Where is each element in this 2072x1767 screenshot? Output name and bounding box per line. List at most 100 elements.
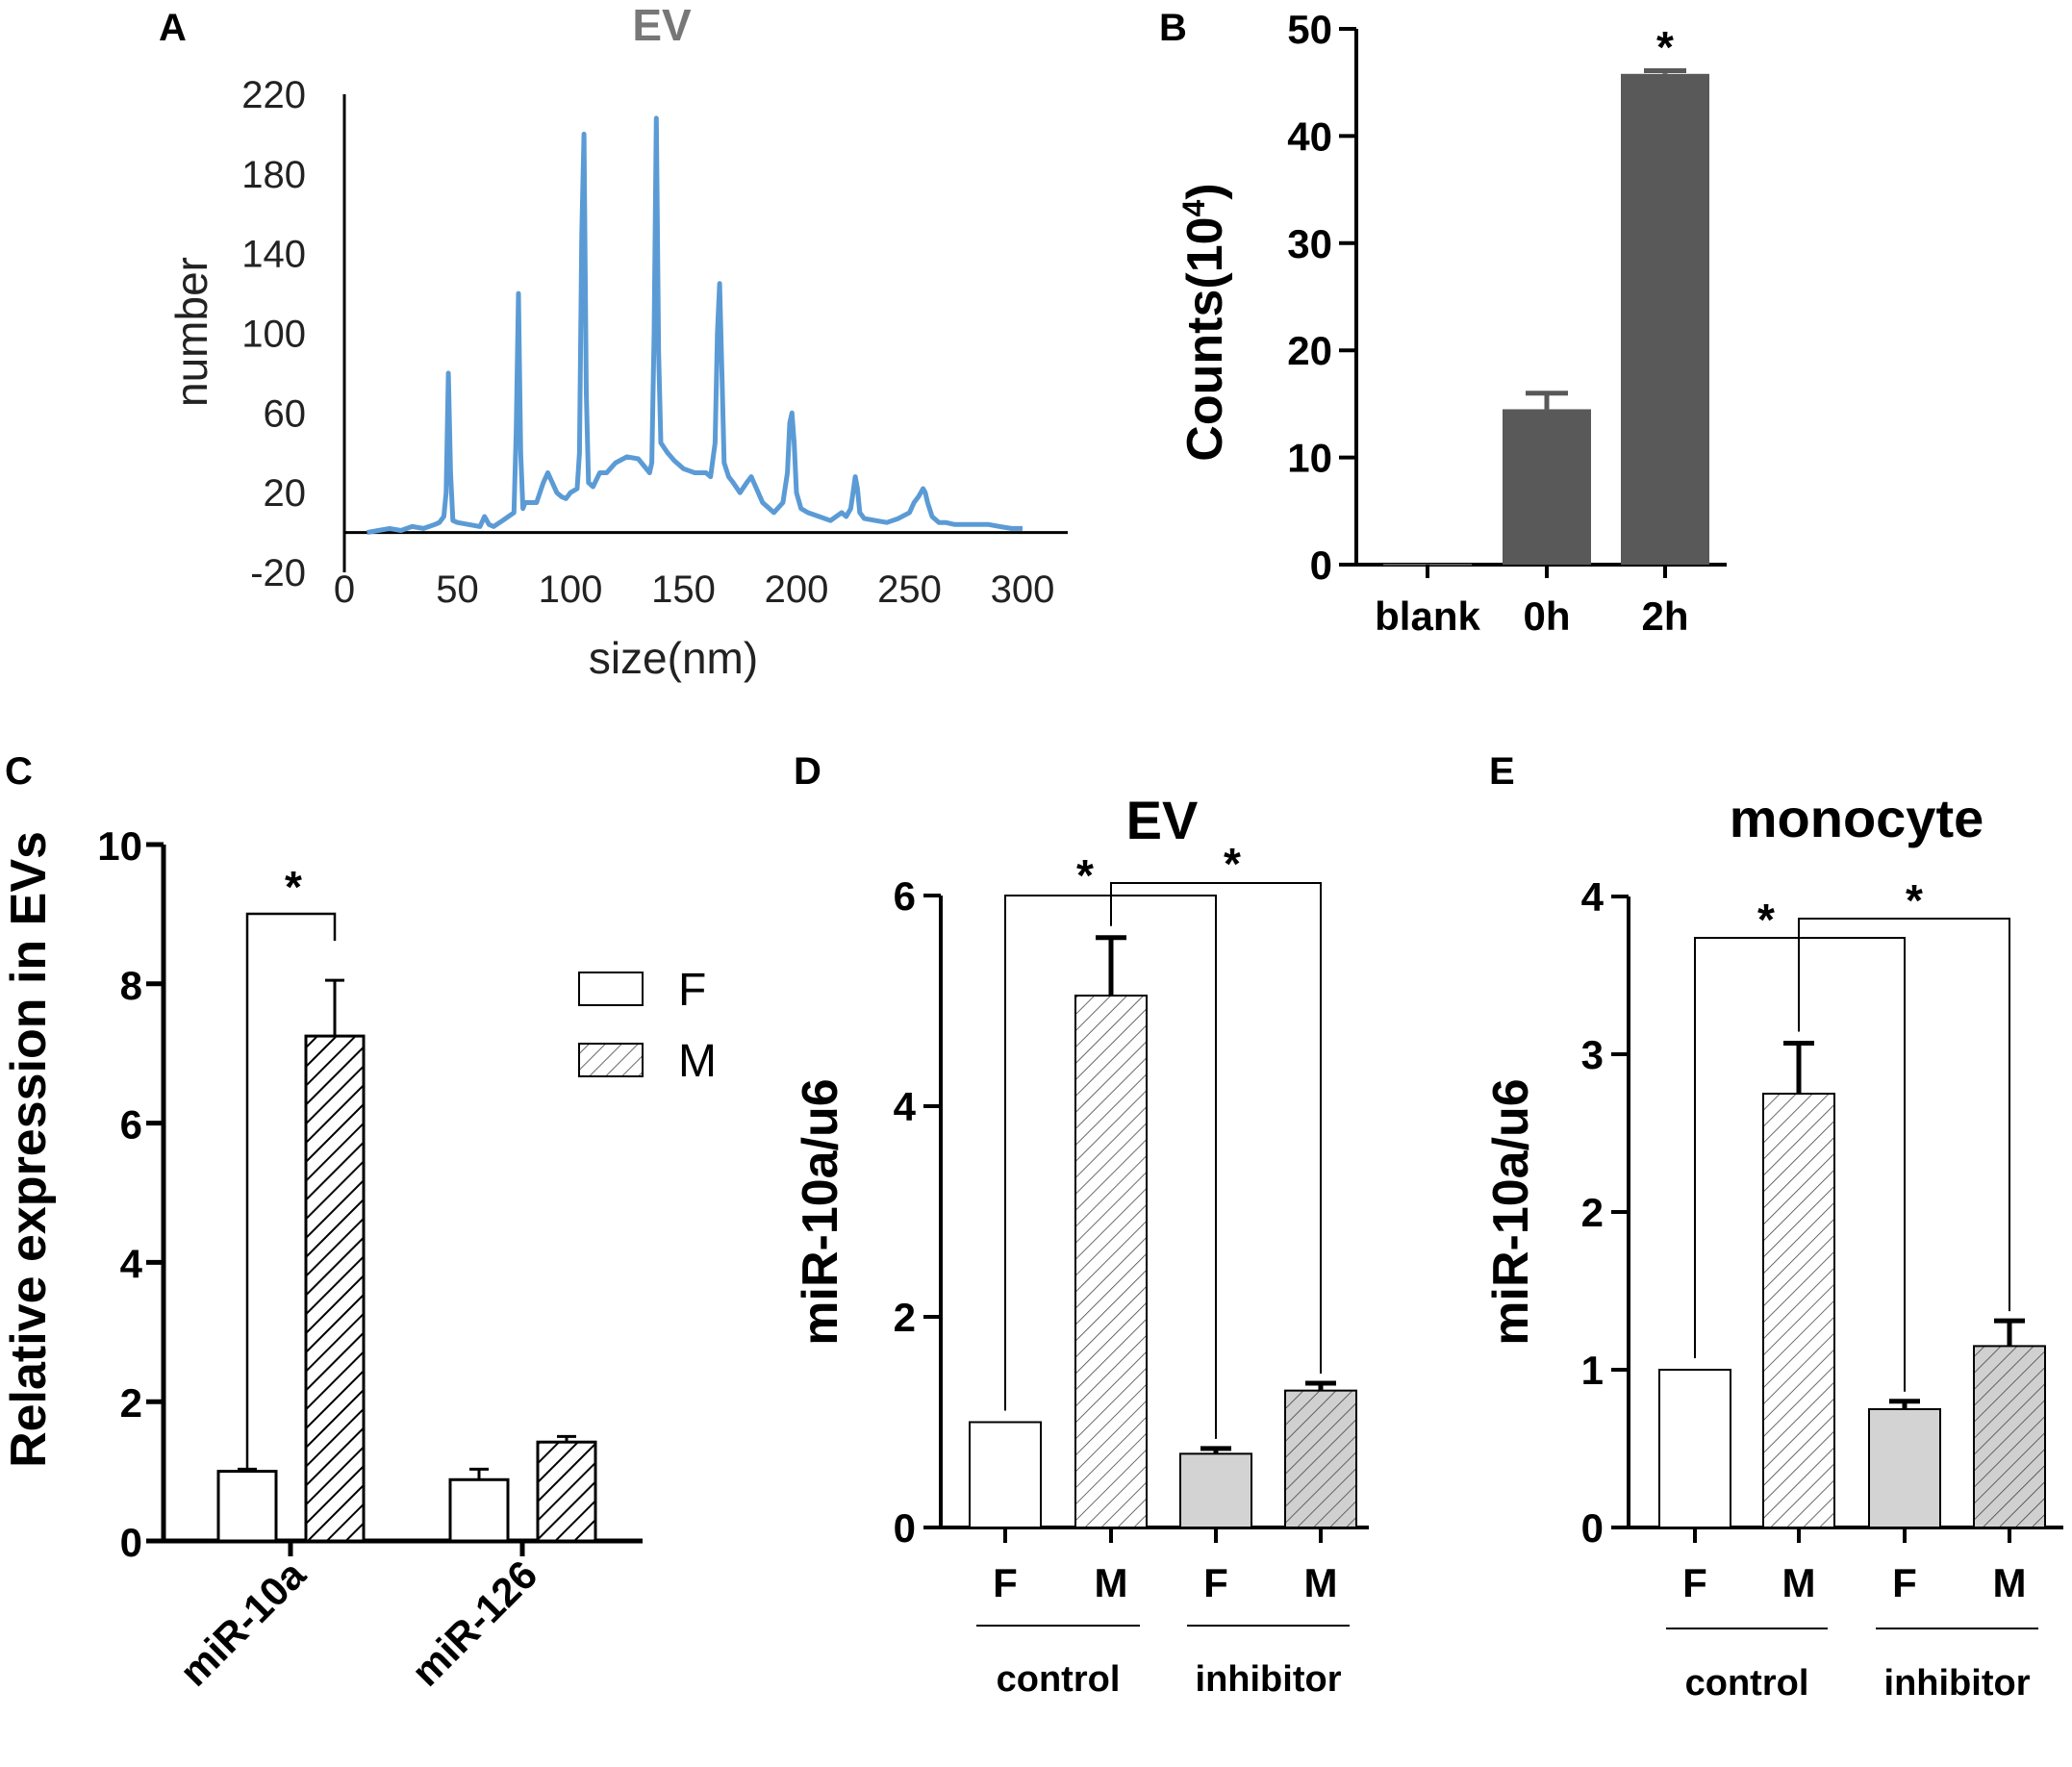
chart-d-x-tick-label: M bbox=[1095, 1560, 1128, 1605]
chart-b-x-tick-label: 0h bbox=[1523, 593, 1570, 639]
chart-e-x-tick-label: M bbox=[1993, 1560, 2027, 1605]
chart-c-bar-m bbox=[536, 1440, 597, 1543]
chart-a-y-tick-label: 220 bbox=[241, 74, 306, 116]
chart-d-significance-star-1: * bbox=[1076, 850, 1094, 900]
chart-d-y-tick-label: 4 bbox=[894, 1084, 917, 1129]
chart-a-title: EV bbox=[632, 0, 692, 50]
chart-b-y-tick-label: 40 bbox=[1287, 114, 1332, 159]
chart-a-series-line bbox=[366, 115, 1023, 536]
chart-a-y-tick-label: 20 bbox=[264, 472, 307, 515]
chart-e-significance-star-1: * bbox=[1757, 895, 1775, 945]
chart-a-x-tick-label: 0 bbox=[334, 568, 355, 611]
chart-e-title: monocyte bbox=[1730, 788, 1984, 848]
chart-b-y-tick-label: 50 bbox=[1287, 7, 1332, 52]
chart-e-x-tick-label: F bbox=[1682, 1560, 1707, 1605]
chart-b-x-tick-label: 2h bbox=[1641, 593, 1688, 639]
chart-d-group-label: inhibitor bbox=[1196, 1659, 1342, 1700]
chart-e-y-tick-label: 3 bbox=[1581, 1032, 1604, 1077]
chart-e-y-axis-title: miR-10a/u6 bbox=[1483, 1078, 1539, 1345]
chart-e-y-tick-label: 1 bbox=[1581, 1348, 1604, 1393]
panel-c-bar-chart: 0 2 4 6 8 10 miR-10a miR-126 * FM Relative express… bbox=[1, 823, 717, 1695]
chart-e-y-tick-label: 0 bbox=[1581, 1505, 1604, 1551]
chart-b-y-tick-label: 20 bbox=[1287, 328, 1332, 373]
chart-c-significance-star: * bbox=[285, 862, 302, 912]
chart-d-x-tick-label: F bbox=[1203, 1560, 1228, 1605]
chart-d-x-tick-label: F bbox=[993, 1560, 1018, 1605]
chart-c-legend-swatch-m bbox=[578, 1043, 644, 1077]
chart-d-significance-bracket-2 bbox=[1110, 882, 1322, 1374]
chart-c-y-tick-label: 2 bbox=[120, 1380, 142, 1426]
chart-b-significance-star: * bbox=[1656, 22, 1674, 72]
chart-a-y-tick-label: 60 bbox=[264, 392, 307, 435]
chart-d-bar bbox=[1284, 1389, 1357, 1529]
chart-b-y-axis-title: Counts(104) bbox=[1176, 183, 1233, 461]
chart-e-significance-bracket-2 bbox=[1798, 918, 2010, 1312]
chart-d-y-tick-label: 6 bbox=[894, 873, 916, 919]
chart-d-bar bbox=[1074, 995, 1148, 1528]
chart-c-y-axis-title: Relative expression in EVs bbox=[1, 831, 57, 1468]
chart-e-group-label: inhibitor bbox=[1884, 1663, 2031, 1704]
chart-c-bar-f bbox=[216, 1470, 278, 1543]
chart-b-bar bbox=[1383, 563, 1472, 566]
chart-e-x-tick-label: F bbox=[1892, 1560, 1917, 1605]
panel-b-bar-chart: 0 10 20 30 40 50 blank 0h 2h * Counts(104) bbox=[1176, 7, 1727, 639]
chart-c-bar-m bbox=[304, 1034, 366, 1543]
chart-a-x-tick-label: 150 bbox=[651, 568, 716, 611]
chart-e-bar bbox=[1762, 1093, 1835, 1528]
chart-e-bar bbox=[1973, 1345, 2046, 1529]
panel-a-line-chart: EV 220 180 140 100 60 20 -20 0 50 100 150 200 250 300 s… bbox=[166, 0, 1068, 683]
chart-b-x-tick-label: blank bbox=[1375, 593, 1480, 639]
chart-d-title: EV bbox=[1126, 790, 1199, 850]
chart-d-significance-star-2: * bbox=[1224, 839, 1241, 889]
chart-b-bar bbox=[1503, 409, 1591, 565]
chart-d-y-axis-title: miR-10a/u6 bbox=[793, 1078, 848, 1345]
panel-label-e: E bbox=[1489, 750, 1515, 793]
chart-b-y-axis-title-superscript: 4 bbox=[1176, 199, 1211, 216]
chart-a-y-tick-label: 100 bbox=[241, 314, 306, 356]
chart-a-y-tick-label: 180 bbox=[241, 154, 306, 196]
panel-label-d: D bbox=[794, 750, 821, 793]
chart-d-group-label: control bbox=[997, 1659, 1121, 1700]
chart-a-x-tick-label: 250 bbox=[877, 568, 942, 611]
panel-label-a: A bbox=[159, 7, 187, 49]
chart-b-y-axis-title-close: ) bbox=[1177, 183, 1233, 199]
chart-e-bar bbox=[1868, 1408, 1941, 1528]
chart-c-bar-f bbox=[448, 1477, 510, 1543]
chart-d-x-tick-label: M bbox=[1304, 1560, 1338, 1605]
chart-c-y-tick-label: 4 bbox=[120, 1241, 143, 1286]
chart-a-x-tick-label: 200 bbox=[765, 568, 829, 611]
chart-c-legend-label-m: M bbox=[678, 1036, 717, 1087]
chart-d-bar bbox=[1179, 1452, 1252, 1528]
chart-b-y-axis-title-main: Counts(10 bbox=[1177, 216, 1233, 461]
chart-b-bar bbox=[1621, 73, 1709, 566]
chart-c-y-tick-label: 0 bbox=[120, 1520, 142, 1565]
chart-a-y-tick-label: 140 bbox=[241, 234, 306, 276]
chart-c-significance-bracket bbox=[245, 912, 337, 1468]
chart-c-y-tick-label: 10 bbox=[97, 823, 142, 869]
chart-a-x-tick-label: 50 bbox=[436, 568, 479, 611]
chart-b-y-tick-label: 30 bbox=[1287, 221, 1332, 266]
chart-e-bar bbox=[1658, 1369, 1731, 1528]
chart-e-y-tick-label: 4 bbox=[1581, 874, 1605, 920]
chart-a-x-tick-label: 100 bbox=[539, 568, 603, 611]
chart-c-y-tick-label: 8 bbox=[120, 963, 142, 1008]
chart-c-y-tick-label: 6 bbox=[120, 1102, 142, 1148]
chart-c-x-tick-label: miR-10a bbox=[171, 1552, 315, 1695]
chart-e-y-tick-label: 2 bbox=[1581, 1190, 1604, 1235]
panel-label-b: B bbox=[1159, 7, 1187, 49]
chart-a-x-tick-label: 300 bbox=[991, 568, 1055, 611]
chart-a-y-tick-label: -20 bbox=[250, 552, 306, 594]
chart-a-y-axis-title: number bbox=[166, 257, 216, 407]
chart-e-x-tick-label: M bbox=[1782, 1560, 1816, 1605]
chart-d-bar bbox=[969, 1421, 1042, 1528]
panel-label-c: C bbox=[5, 750, 33, 793]
chart-e-group-label: control bbox=[1685, 1663, 1809, 1704]
chart-b-y-tick-label: 0 bbox=[1310, 543, 1332, 588]
chart-c-x-tick-label: miR-126 bbox=[403, 1552, 546, 1695]
chart-a-x-axis-title: size(nm) bbox=[589, 633, 758, 683]
chart-b-y-tick-label: 10 bbox=[1287, 436, 1332, 481]
chart-c-legend-label-f: F bbox=[678, 965, 706, 1016]
